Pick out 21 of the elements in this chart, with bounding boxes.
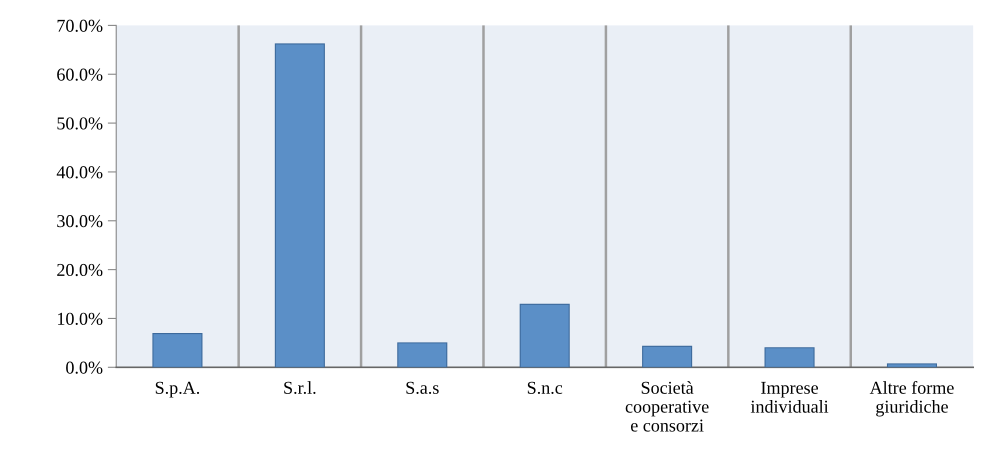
y-tick-label: 10.0% — [58, 312, 102, 325]
x-tick-label: S.p.A. — [156, 382, 200, 398]
x-tick-label: S.n.c — [528, 382, 562, 394]
bar — [520, 304, 570, 368]
x-tick-label: Imprese individuali — [750, 382, 828, 413]
x-tick-label: Società cooperative e consorzi — [626, 381, 709, 432]
y-tick-label: 50.0% — [57, 117, 102, 130]
x-tick-label: S.r.l. — [284, 381, 316, 394]
y-tick-label: 40.0% — [56, 166, 102, 178]
x-tick-label: Altre forme giuridiche — [870, 380, 954, 416]
bar — [764, 347, 815, 368]
y-tick-label: 60.0% — [57, 68, 102, 81]
y-tick-label: 30.0% — [57, 215, 102, 228]
bar — [274, 43, 325, 368]
y-tick-label: 0.0% — [66, 362, 102, 374]
x-tick-label: S.a.s — [406, 382, 439, 394]
y-tick-label: 20.0% — [57, 264, 102, 276]
bar — [642, 346, 692, 368]
y-tick-label: 70.0% — [58, 20, 102, 32]
bar — [397, 342, 448, 368]
bar — [152, 333, 202, 368]
